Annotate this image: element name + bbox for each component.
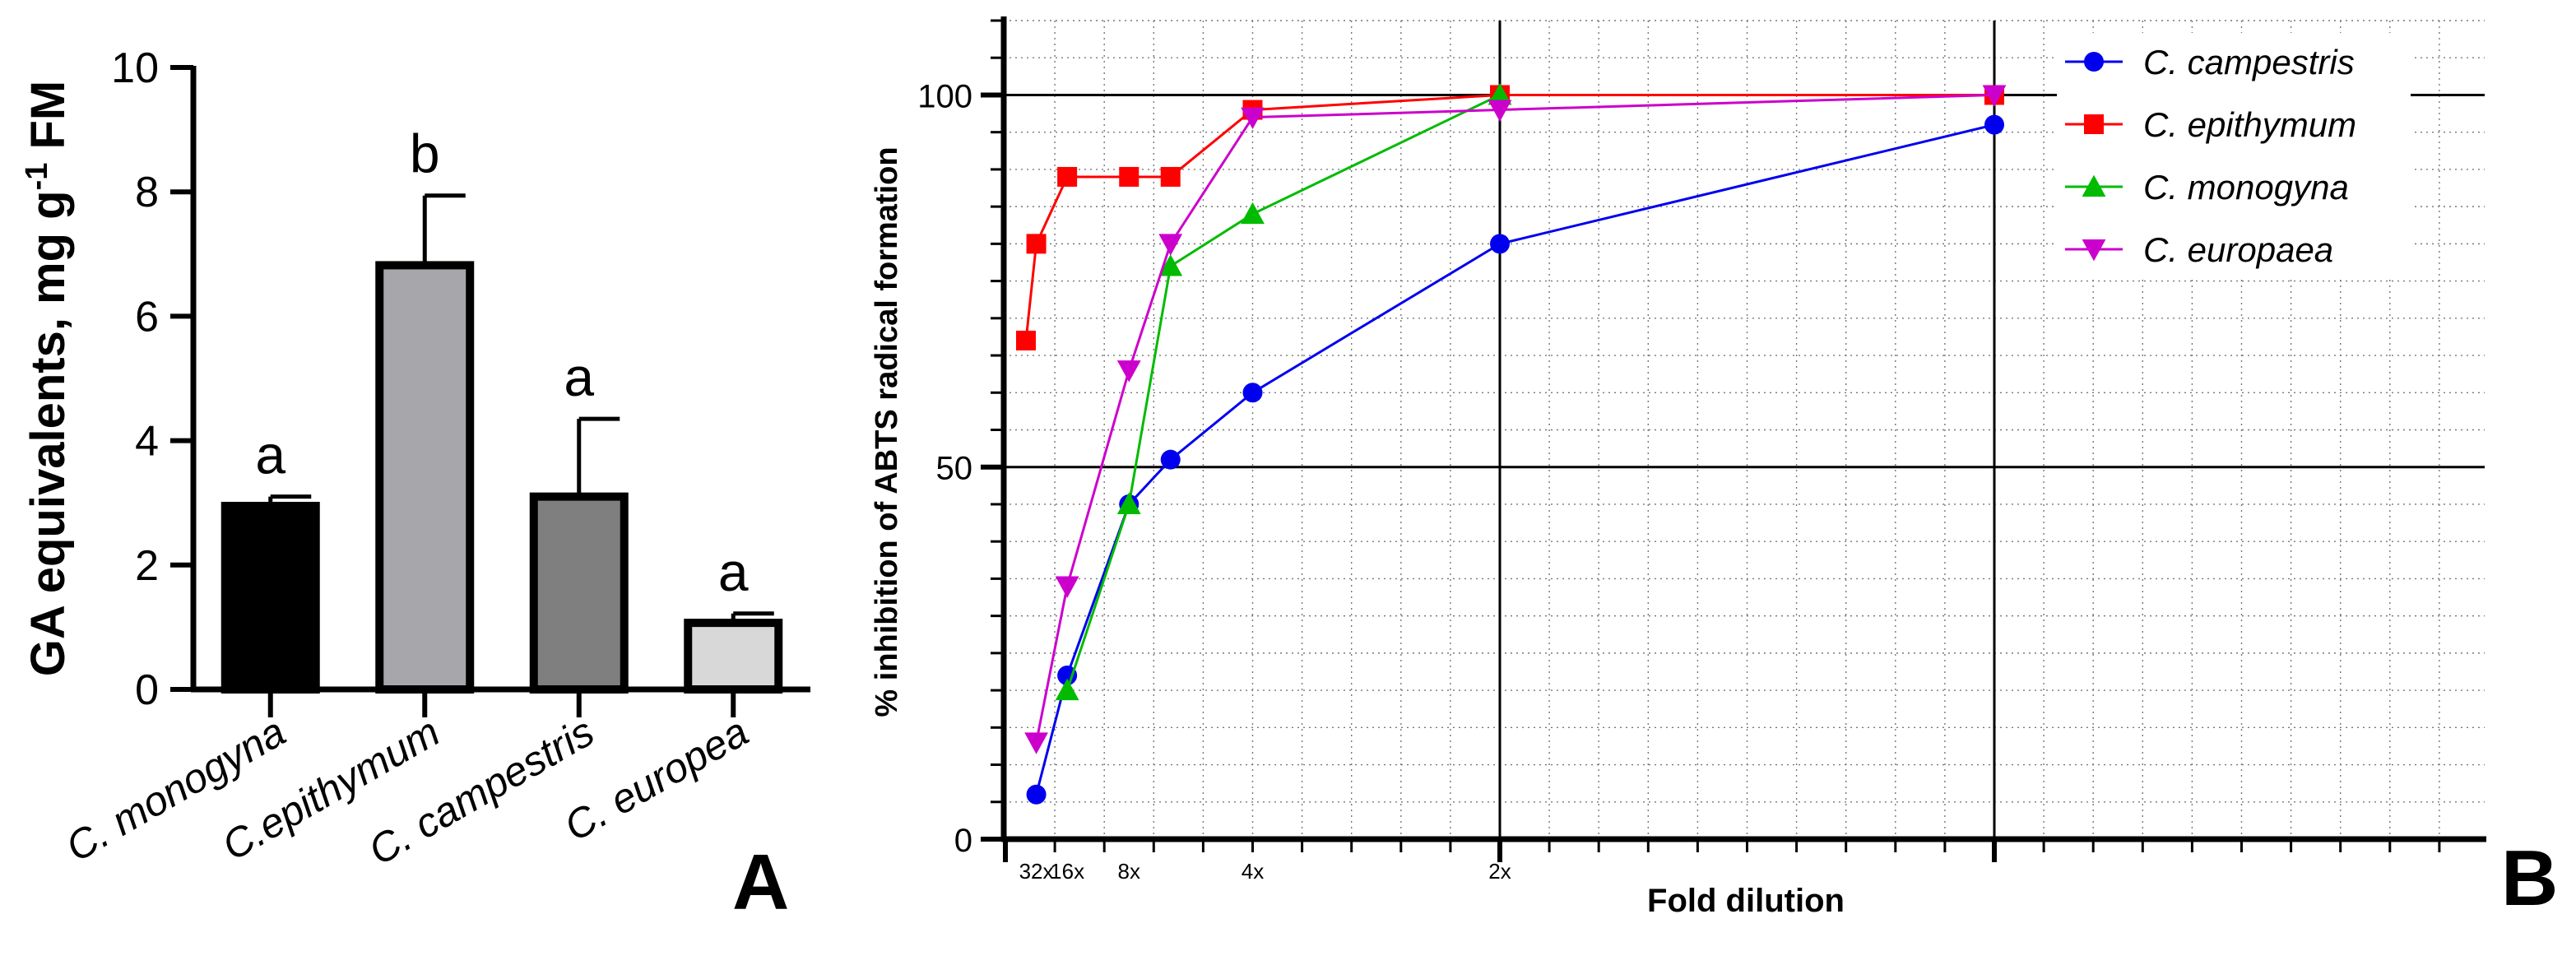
series-line xyxy=(1035,93,1995,743)
x-tick-label: 4x xyxy=(1242,859,1264,884)
legend-marker xyxy=(2082,174,2106,197)
data-point xyxy=(1057,166,1078,187)
y-tick-label: 10 xyxy=(111,44,159,92)
data-point xyxy=(1488,83,1512,105)
data-point xyxy=(1016,330,1037,350)
data-point xyxy=(1057,666,1078,685)
data-point xyxy=(1158,234,1183,256)
data-point xyxy=(1241,107,1265,129)
data-point xyxy=(1055,678,1079,701)
y-tick-label: 0 xyxy=(135,666,159,714)
bar xyxy=(529,492,629,694)
y-tick-label: 100 xyxy=(917,78,972,114)
y-tick-label: 6 xyxy=(135,293,159,341)
data-point xyxy=(1055,576,1079,598)
panel-label-b: B xyxy=(2501,834,2558,922)
y-axis-title-main: GA equivalents, mg g xyxy=(21,190,75,676)
series-2 xyxy=(1055,83,1512,701)
panel-label-a: A xyxy=(732,838,789,926)
y-tick-label: 8 xyxy=(135,169,159,216)
data-point xyxy=(1160,166,1181,187)
significance-letter: a xyxy=(718,541,749,602)
x-axis-title: Fold dilution xyxy=(1647,883,1845,919)
x-tick-label: 2x xyxy=(1488,859,1511,884)
data-point xyxy=(1490,234,1510,254)
significance-letter: b xyxy=(410,123,440,184)
legend: C. campestris C. epithymum C. monogyna C. e… xyxy=(2057,33,2411,280)
y-axis-title-tail: FM xyxy=(21,81,75,163)
legend-marker xyxy=(2084,114,2104,134)
data-point xyxy=(1160,449,1181,470)
x-tick-label: 8x xyxy=(1118,859,1140,884)
y-tick-label: 50 xyxy=(936,451,973,487)
x-tick-label: 16x xyxy=(1050,859,1084,884)
data-point xyxy=(1982,85,2007,107)
bar xyxy=(684,619,783,694)
data-point xyxy=(1984,114,2004,135)
significance-letter: a xyxy=(255,425,285,485)
bar xyxy=(375,261,475,694)
legend-label: C. europaea xyxy=(2143,230,2333,269)
data-point xyxy=(1158,254,1183,276)
legend-marker xyxy=(2082,239,2106,262)
y-tick-label: 0 xyxy=(954,823,972,859)
y-tick-label: 4 xyxy=(135,418,159,466)
series-3 xyxy=(1024,85,2007,754)
data-point xyxy=(1242,383,1263,403)
y-axis-title-sup: -1 xyxy=(20,163,54,191)
data-point xyxy=(1116,360,1141,383)
data-point xyxy=(1488,100,1512,122)
series-1 xyxy=(1016,85,2004,350)
significance-letter: a xyxy=(564,346,594,407)
data-point xyxy=(1026,234,1047,254)
data-point xyxy=(1241,202,1265,225)
data-point xyxy=(1116,492,1141,514)
legend-label: C. monogyna xyxy=(2143,168,2349,206)
data-point xyxy=(1026,784,1047,805)
legend-label: C. campestris xyxy=(2143,43,2355,81)
legend-label: C. epithymum xyxy=(2143,105,2356,144)
y-tick-label: 2 xyxy=(135,542,159,590)
series-0 xyxy=(1026,114,2004,805)
y-axis-title: GA equivalents, mg g-1 FM xyxy=(20,81,75,677)
bar xyxy=(220,501,320,694)
legend-marker xyxy=(2084,52,2104,72)
x-tick-label: 32x xyxy=(1019,859,1054,884)
y-axis-title: % inhibition of ABTS radical formation xyxy=(870,146,904,717)
data-point xyxy=(1024,732,1048,754)
legend-background xyxy=(2057,33,2411,280)
data-point xyxy=(1119,166,1139,187)
series-line xyxy=(1024,93,1994,341)
